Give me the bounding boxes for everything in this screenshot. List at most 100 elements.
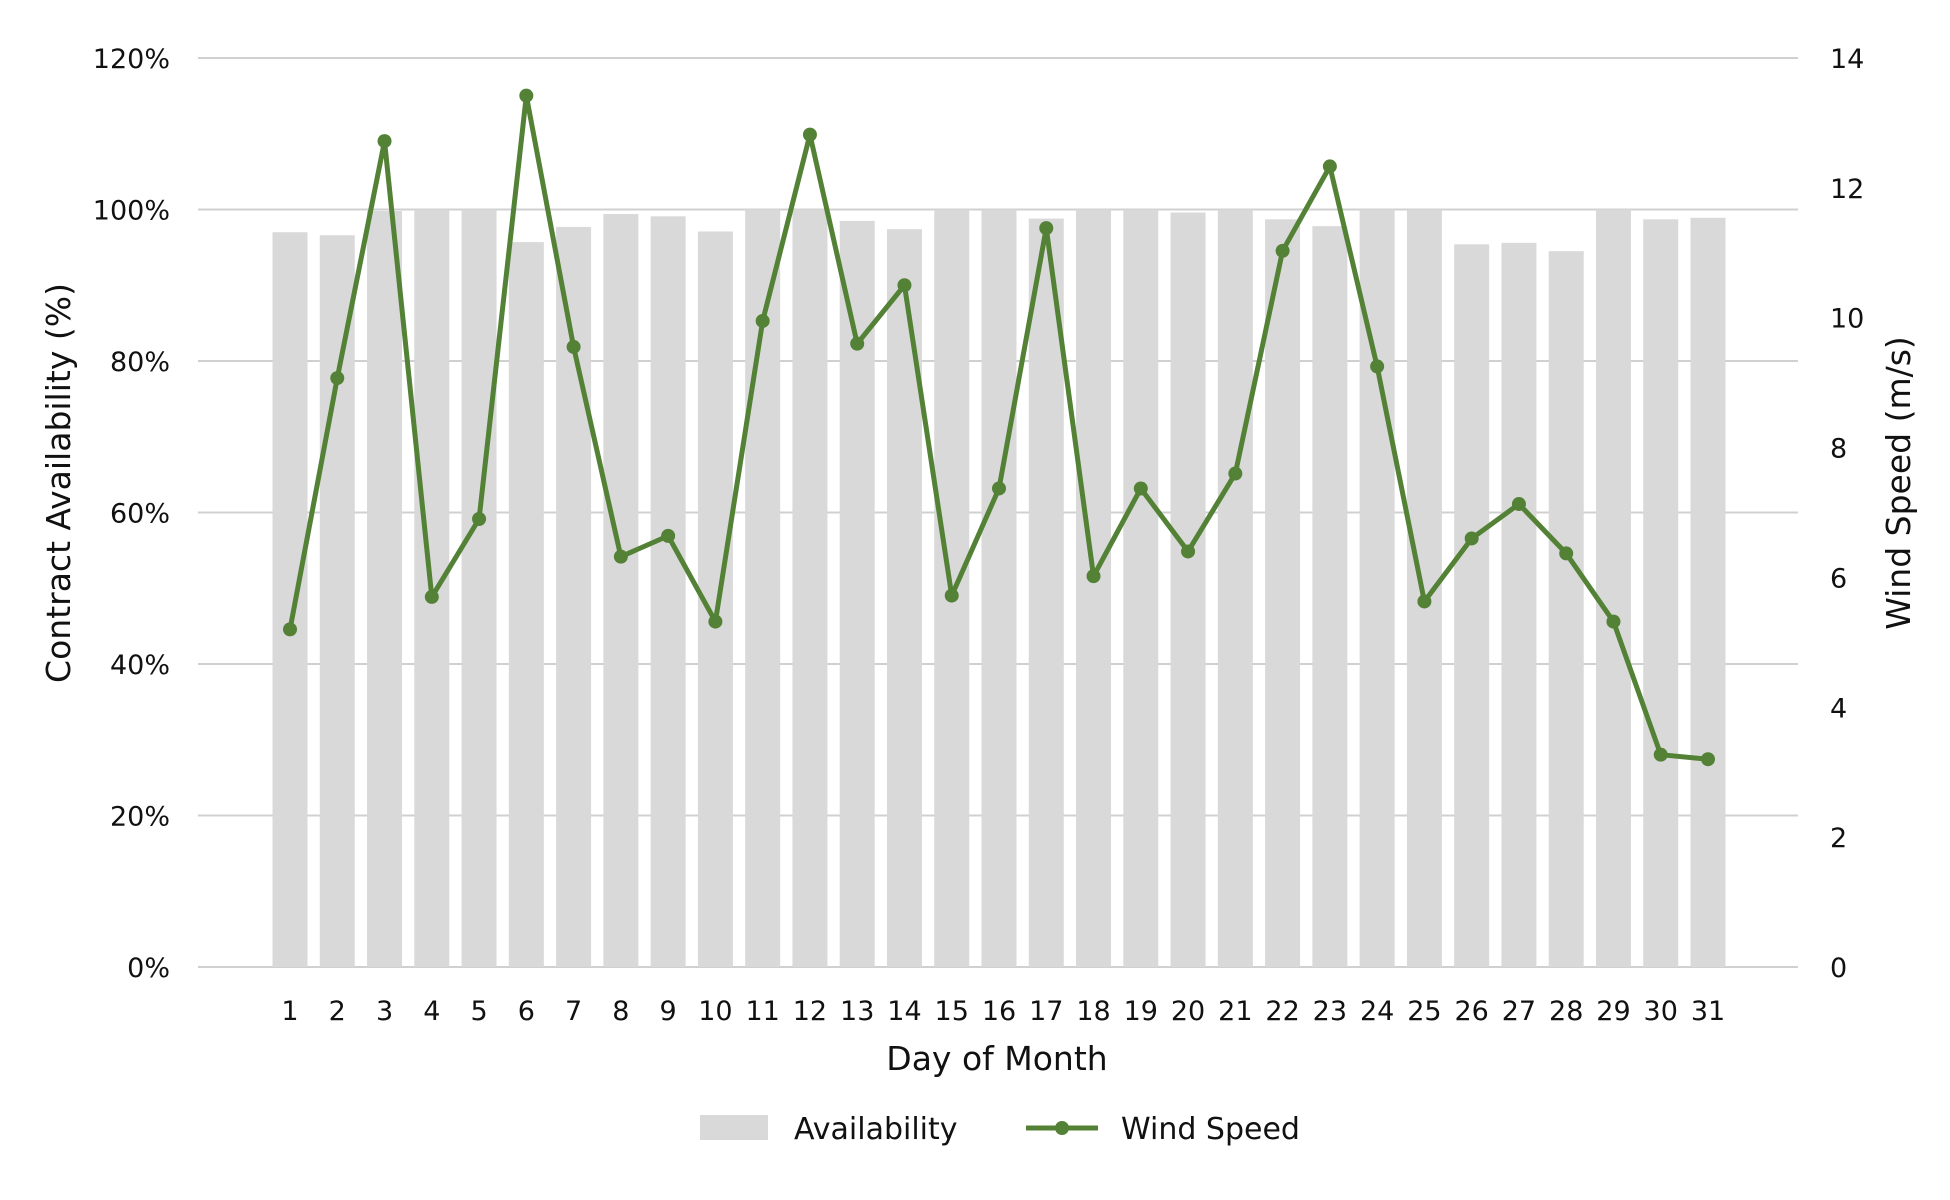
bar-availability-day-14[interactable] — [886, 229, 922, 967]
x-tick-label: 7 — [565, 996, 582, 1027]
point-wind-speed-day-13[interactable] — [850, 336, 865, 351]
legend-label-availability: Availability — [794, 1112, 958, 1147]
point-wind-speed-day-10[interactable] — [708, 614, 723, 629]
left-tick-label: 40% — [110, 650, 170, 681]
x-tick-label: 21 — [1218, 996, 1252, 1027]
point-wind-speed-day-30[interactable] — [1653, 747, 1668, 762]
point-wind-speed-day-9[interactable] — [661, 528, 676, 543]
x-tick-label: 17 — [1029, 996, 1063, 1027]
right-axis-title: Wind Speed (m/s) — [1879, 336, 1918, 630]
bar-availability-day-24[interactable] — [1359, 209, 1395, 968]
point-wind-speed-day-16[interactable] — [992, 481, 1006, 496]
right-tick-label: 10 — [1830, 304, 1864, 335]
point-wind-speed-day-15[interactable] — [944, 588, 959, 603]
x-tick-label: 19 — [1124, 996, 1158, 1027]
x-tick-label: 18 — [1076, 996, 1110, 1027]
point-wind-speed-day-7[interactable] — [566, 339, 581, 354]
bars-availability — [272, 209, 1726, 968]
point-wind-speed-day-1[interactable] — [283, 622, 297, 637]
legend: Availability Wind Speed — [700, 1112, 1300, 1147]
bar-availability-day-21[interactable] — [1217, 209, 1253, 968]
x-tick-label: 24 — [1360, 996, 1394, 1027]
left-axis-title: Contract Availability (%) — [39, 283, 78, 683]
x-tick-label: 22 — [1265, 996, 1299, 1027]
left-tick-label: 20% — [110, 802, 170, 833]
left-tick-label: 100% — [93, 196, 170, 227]
left-tick-label: 80% — [110, 347, 170, 378]
point-wind-speed-day-12[interactable] — [802, 127, 817, 142]
x-tick-label: 25 — [1407, 996, 1441, 1027]
bar-availability-day-22[interactable] — [1265, 219, 1301, 967]
point-wind-speed-day-14[interactable] — [897, 278, 912, 293]
bar-availability-day-1[interactable] — [272, 232, 308, 968]
x-tick-label: 20 — [1171, 996, 1205, 1027]
legend-marker-wind-speed — [1055, 1121, 1069, 1135]
legend-item-wind-speed[interactable]: Wind Speed — [1026, 1112, 1300, 1147]
point-wind-speed-day-4[interactable] — [424, 589, 439, 604]
point-wind-speed-day-20[interactable] — [1181, 544, 1196, 559]
x-tick-label: 5 — [470, 996, 487, 1027]
bar-availability-day-3[interactable] — [367, 211, 403, 967]
x-tick-label: 4 — [423, 996, 440, 1027]
x-tick-label: 23 — [1313, 996, 1347, 1027]
point-wind-speed-day-29[interactable] — [1606, 614, 1621, 629]
legend-swatch-availability — [700, 1115, 768, 1140]
left-axis-ticks: 0% 20% 40% 60% 80% 100% 120% — [93, 44, 170, 984]
bar-availability-day-6[interactable] — [508, 242, 544, 967]
point-wind-speed-day-25[interactable] — [1417, 594, 1432, 609]
point-wind-speed-day-24[interactable] — [1370, 359, 1385, 374]
x-tick-label: 28 — [1549, 996, 1583, 1027]
point-wind-speed-day-21[interactable] — [1228, 466, 1243, 481]
x-tick-label: 13 — [840, 996, 874, 1027]
bar-availability-day-5[interactable] — [461, 209, 497, 968]
point-wind-speed-day-27[interactable] — [1511, 497, 1526, 512]
bar-availability-day-17[interactable] — [1028, 218, 1064, 968]
x-tick-label: 11 — [745, 996, 779, 1027]
point-wind-speed-day-11[interactable] — [755, 313, 770, 328]
legend-item-availability[interactable]: Availability — [700, 1112, 958, 1147]
x-tick-label: 27 — [1502, 996, 1536, 1027]
point-wind-speed-day-23[interactable] — [1322, 159, 1337, 174]
point-wind-speed-day-6[interactable] — [519, 88, 534, 103]
point-wind-speed-day-8[interactable] — [613, 549, 628, 564]
point-wind-speed-day-31[interactable] — [1701, 752, 1715, 767]
bar-availability-day-16[interactable] — [981, 209, 1017, 968]
bar-availability-day-9[interactable] — [650, 216, 686, 967]
bar-availability-day-27[interactable] — [1501, 242, 1537, 967]
line-wind-speed — [283, 88, 1715, 767]
bar-availability-day-31[interactable] — [1690, 217, 1726, 967]
point-wind-speed-day-17[interactable] — [1039, 221, 1054, 236]
bar-availability-day-29[interactable] — [1595, 209, 1631, 968]
x-tick-label: 30 — [1644, 996, 1678, 1027]
left-tick-label: 0% — [127, 953, 170, 984]
bar-availability-day-30[interactable] — [1643, 219, 1679, 967]
bar-availability-day-8[interactable] — [603, 214, 639, 968]
point-wind-speed-day-3[interactable] — [377, 134, 392, 149]
bar-availability-day-23[interactable] — [1312, 226, 1348, 968]
point-wind-speed-day-28[interactable] — [1559, 546, 1574, 561]
point-wind-speed-day-19[interactable] — [1133, 481, 1148, 496]
bar-availability-day-20[interactable] — [1170, 212, 1206, 967]
point-wind-speed-day-2[interactable] — [330, 371, 345, 386]
right-tick-label: 8 — [1830, 434, 1847, 465]
bar-availability-day-12[interactable] — [792, 209, 828, 968]
x-tick-label: 26 — [1454, 996, 1488, 1027]
x-tick-label: 29 — [1596, 996, 1630, 1027]
bar-availability-day-28[interactable] — [1548, 251, 1584, 968]
x-tick-label: 12 — [793, 996, 827, 1027]
x-tick-label: 8 — [612, 996, 629, 1027]
x-tick-label: 6 — [518, 996, 535, 1027]
point-wind-speed-day-5[interactable] — [472, 511, 487, 526]
bar-availability-day-2[interactable] — [319, 235, 355, 967]
point-wind-speed-day-22[interactable] — [1275, 243, 1290, 258]
bar-availability-day-18[interactable] — [1076, 209, 1112, 968]
point-wind-speed-day-26[interactable] — [1464, 531, 1479, 546]
bar-availability-day-19[interactable] — [1123, 209, 1159, 968]
x-tick-label: 9 — [660, 996, 677, 1027]
legend-label-wind-speed: Wind Speed — [1121, 1112, 1300, 1147]
point-wind-speed-day-18[interactable] — [1086, 569, 1101, 584]
x-tick-label: 16 — [982, 996, 1016, 1027]
right-tick-label: 6 — [1830, 563, 1847, 594]
bar-availability-day-26[interactable] — [1454, 244, 1490, 968]
